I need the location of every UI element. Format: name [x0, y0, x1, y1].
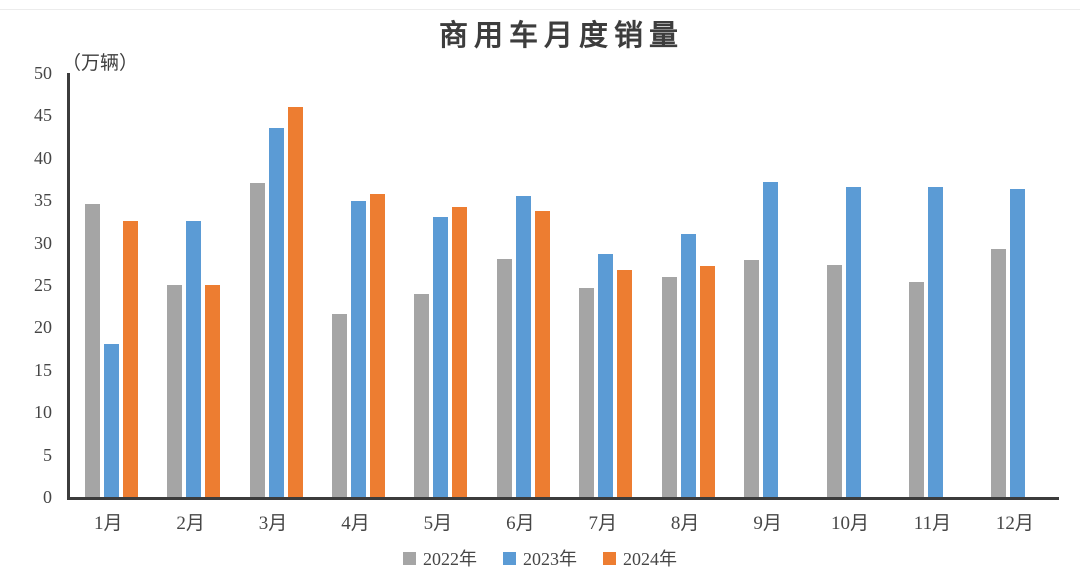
bar-2023年-11月 [927, 186, 943, 497]
legend-item-2024年: 2024年 [603, 545, 677, 571]
bar-group-4月 [317, 73, 399, 497]
bar-2023年-2月 [186, 221, 202, 497]
bar-group-3月 [235, 73, 317, 497]
y-tick-label-5: 5 [43, 444, 52, 465]
bar-2022年-12月 [991, 249, 1007, 497]
bar-2023年-10月 [845, 187, 861, 497]
bar-group-12月 [977, 73, 1059, 497]
legend-item-2022年: 2022年 [403, 545, 477, 571]
bar-2023年-4月 [350, 201, 366, 497]
legend-label-2023年: 2023年 [523, 549, 577, 569]
y-tick-label-20: 20 [34, 317, 52, 338]
y-tick-label-40: 40 [34, 147, 52, 168]
legend-swatch-icon-2024年 [603, 551, 616, 565]
y-tick-label-45: 45 [34, 105, 52, 126]
bar-group-9月 [729, 73, 811, 497]
bar-2024年-1月 [122, 220, 138, 497]
chart-legend: 2022年 2023年 2024年 [0, 545, 1080, 571]
bar-2024年-7月 [617, 269, 633, 497]
bar-2023年-6月 [515, 195, 531, 497]
bar-group-1月 [70, 73, 152, 497]
bar-2023年-3月 [268, 128, 284, 497]
bar-2023年-9月 [763, 181, 779, 497]
bar-group-7月 [565, 73, 647, 497]
bar-2022年-6月 [496, 258, 512, 497]
bar-2022年-11月 [908, 281, 924, 497]
plot-area [67, 73, 1059, 500]
bar-2022年-1月 [84, 204, 100, 497]
y-tick-label-25: 25 [34, 275, 52, 295]
x-axis-label-8月: 8月 [670, 513, 700, 534]
page-top-divider [0, 9, 1080, 10]
bar-2023年-5月 [433, 217, 449, 497]
y-axis-ticks: 0 5 10 15 20 25 30 35 40 45 50 [0, 64, 52, 506]
y-tick-label-15: 15 [34, 359, 52, 380]
legend-swatch-icon-2023年 [503, 551, 516, 565]
bar-2022年-8月 [661, 277, 677, 497]
y-tick-label-50: 50 [34, 63, 52, 83]
bar-2024年-5月 [452, 206, 468, 497]
x-axis-label-1月: 1月 [93, 513, 123, 534]
bar-2023年-1月 [103, 344, 119, 497]
bar-2022年-2月 [167, 285, 183, 497]
bar-2024年-2月 [205, 285, 221, 497]
bar-group-11月 [894, 73, 976, 497]
bar-2024年-4月 [369, 194, 385, 497]
y-tick-label-0: 0 [43, 487, 52, 507]
bar-group-5月 [400, 73, 482, 497]
bar-2022年-7月 [579, 288, 595, 497]
bar-2023年-7月 [598, 253, 614, 497]
y-axis-unit-label: （万辆） [62, 53, 139, 74]
legend-label-2022年: 2022年 [423, 549, 477, 569]
legend-item-2023年: 2023年 [503, 545, 577, 571]
x-axis-label-12月: 12月 [995, 513, 1034, 534]
bar-2023年-8月 [680, 234, 696, 497]
x-axis-label-11月: 11月 [913, 513, 952, 534]
x-axis-label-2月: 2月 [176, 513, 205, 534]
bar-2024年-8月 [699, 265, 715, 497]
bar-2022年-10月 [826, 264, 842, 497]
bar-2022年-3月 [249, 183, 265, 497]
legend-swatch-icon-2022年 [403, 551, 416, 565]
y-tick-label-10: 10 [34, 402, 52, 423]
x-axis-labels: 1月 2月 3月 4月 5月 6月 7月 8月 9月 10月 11月 12月 [67, 508, 1056, 535]
x-axis-label-10月: 10月 [831, 513, 870, 534]
bar-2023年-12月 [1010, 189, 1026, 497]
y-tick-label-30: 30 [34, 232, 52, 253]
x-axis-label-6月: 6月 [506, 513, 535, 534]
x-axis-label-3月: 3月 [258, 513, 288, 534]
bar-2024年-3月 [287, 106, 303, 497]
bar-2022年-9月 [744, 259, 760, 497]
x-axis-label-4月: 4月 [341, 513, 370, 534]
bar-group-10月 [812, 73, 894, 497]
x-axis-label-7月: 7月 [588, 513, 617, 534]
x-axis-label-9月: 9月 [753, 513, 782, 534]
bar-group-6月 [482, 73, 564, 497]
bar-group-2月 [152, 73, 234, 497]
x-axis-label-5月: 5月 [423, 513, 453, 534]
bar-group-8月 [647, 73, 729, 497]
bar-2022年-5月 [414, 294, 430, 497]
y-tick-label-35: 35 [34, 190, 52, 211]
legend-label-2024年: 2024年 [623, 549, 677, 569]
bar-2024年-6月 [534, 211, 550, 497]
bar-2022年-4月 [331, 313, 347, 497]
chart-title: 商用车月度销量 [438, 20, 684, 52]
